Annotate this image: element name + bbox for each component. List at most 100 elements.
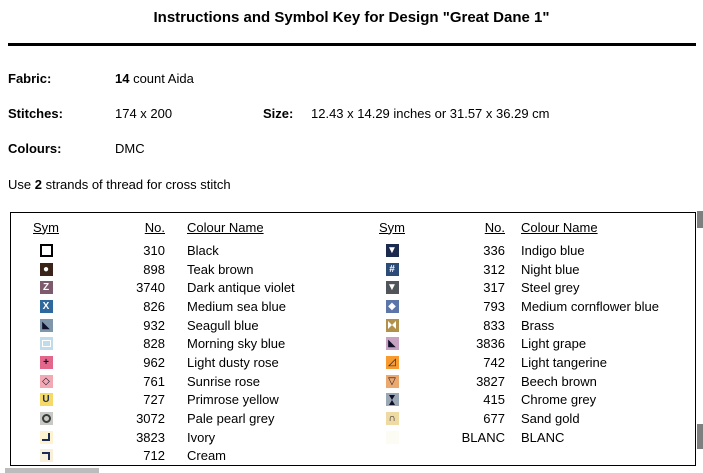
strands-suffix: strands of thread for cross stitch — [41, 177, 231, 192]
floss-number: 336 — [483, 242, 505, 258]
floss-number: 712 — [143, 448, 165, 464]
char-glyph-icon: U — [42, 394, 50, 406]
floss-number: 3836 — [476, 336, 505, 352]
symbol-cell: U — [33, 393, 59, 407]
strands-note: Use 2 strands of thread for cross stitch — [8, 177, 231, 192]
symbol-cell: X — [33, 299, 59, 313]
symbol-cell: ◣ — [379, 337, 405, 351]
key-row-left-727: U 727 Primrose yellow — [33, 391, 363, 410]
floss-number: 317 — [483, 280, 505, 296]
key-row-right-312: #312 Night blue — [379, 260, 689, 279]
symbol-swatch: X — [39, 299, 53, 313]
symbol-swatch: U — [39, 393, 53, 407]
symbol-swatch: ◣ — [39, 318, 53, 332]
symbol-swatch: ▼ — [385, 243, 399, 257]
title-divider — [8, 43, 696, 46]
fabric-label: Fabric: — [8, 71, 52, 86]
symbol-cell: ◣ — [33, 318, 59, 332]
key-row-right-793: ◆ 793 Medium cornflower blue — [379, 297, 689, 316]
symbol-cell: # — [379, 262, 405, 276]
sym-header: Sym — [379, 219, 405, 235]
strands-prefix: Use — [8, 177, 35, 192]
symbol-swatch: ◆ — [385, 299, 399, 313]
key-row-right-336: ▼ 336 Indigo blue — [379, 241, 689, 260]
key-row-right-BLANC: BLANC BLANC — [379, 428, 689, 447]
key-row-left-712: 712 Cream — [33, 447, 363, 466]
char-glyph-icon: ◣ — [42, 319, 50, 331]
symbol-swatch — [385, 430, 399, 444]
key-row-left-3740: Z 3740 Dark antique violet — [33, 278, 363, 297]
fabric-value: 14 count Aida — [115, 71, 194, 86]
key-row-right-317: ▼ 317 Steel grey — [379, 278, 689, 297]
symbol-cell: Z — [33, 281, 59, 295]
symbol-swatch: ● — [39, 262, 53, 276]
colour-name: Ivory — [187, 429, 216, 445]
colour-name: Light tangerine — [521, 354, 608, 370]
symbol-swatch: ◇ — [39, 374, 53, 388]
floss-number: 3827 — [476, 373, 505, 389]
colour-name: Light dusty rose — [187, 354, 279, 370]
key-rows-left: 310 Black ● 898 Teak brown Z 3740 Dark antique … — [33, 241, 363, 465]
char-glyph-icon: ∩ — [388, 413, 396, 425]
key-table-right: Sym No. Colour Name ▼ 336 Indigo blue #312 N… — [379, 213, 689, 447]
floss-number: 3740 — [136, 280, 165, 296]
colour-name: Medium cornflower blue — [521, 298, 660, 314]
symbol-key-box: Sym No. Colour Name 310 Black ● 898 Teak bro… — [10, 212, 696, 466]
symbol-swatch — [39, 430, 53, 444]
colour-name: Primrose yellow — [187, 392, 279, 408]
colour-name: Seagull blue — [187, 317, 259, 333]
symbol-swatch: ∩ — [385, 412, 399, 426]
colour-name: Cream — [187, 448, 227, 464]
symbol-cell — [33, 337, 59, 351]
floss-number: 415 — [483, 392, 505, 408]
symbol-cell: ◆ — [379, 299, 405, 313]
colour-name: Teak brown — [187, 261, 254, 277]
symbol-cell — [33, 412, 59, 426]
char-glyph-icon: # — [389, 263, 395, 275]
key-row-right-677: ∩ 677 Sand gold — [379, 409, 689, 428]
fabric-rest: count Aida — [129, 71, 194, 86]
symbol-swatch — [385, 318, 399, 332]
floss-number: 312 — [483, 261, 505, 277]
key-row-left-932: ◣ 932 Seagull blue — [33, 316, 363, 335]
fabric-count: 14 — [115, 71, 130, 86]
key-row-left-828: 828 Morning sky blue — [33, 334, 363, 353]
char-glyph-icon: + — [43, 356, 49, 368]
colour-name: Brass — [521, 317, 555, 333]
symbol-swatch — [39, 449, 53, 463]
colours-value: DMC — [115, 141, 145, 156]
stitches-label: Stitches: — [8, 106, 63, 121]
floss-number: 828 — [143, 336, 165, 352]
colour-name: Medium sea blue — [187, 298, 286, 314]
key-table-left: Sym No. Colour Name 310 Black ● 898 Teak bro… — [33, 213, 363, 465]
colours-label: Colours: — [8, 141, 62, 156]
key-row-right-3836: ◣ 3836 Light grape — [379, 334, 689, 353]
colour-name-header: Colour Name — [187, 219, 264, 235]
shadow-fragment-right-bottom — [697, 424, 703, 449]
hourglass-glyph-icon — [389, 394, 395, 405]
symbol-cell — [33, 243, 59, 257]
symbol-swatch — [385, 393, 399, 407]
key-rows-right: ▼ 336 Indigo blue #312 Night blue ▼ 317 Steel g… — [379, 241, 689, 447]
key-row-right-415: 415 Chrome grey — [379, 391, 689, 410]
floss-number: 727 — [143, 392, 165, 408]
colour-name: Sand gold — [521, 411, 580, 427]
colour-name: Sunrise rose — [187, 373, 260, 389]
key-row-right-3827: ▽ 3827 Beech brown — [379, 372, 689, 391]
key-row-left-898: ● 898 Teak brown — [33, 260, 363, 279]
symbol-swatch: ◿ — [385, 355, 399, 369]
floss-number: 826 — [143, 298, 165, 314]
ring-glyph-icon — [41, 414, 51, 424]
floss-number: 677 — [483, 411, 505, 427]
colour-name: Pale pearl grey — [187, 411, 275, 427]
colour-name: Morning sky blue — [187, 336, 286, 352]
size-value: 12.43 x 14.29 inches or 31.57 x 36.29 cm — [311, 106, 550, 121]
floss-number: 932 — [143, 317, 165, 333]
symbol-swatch: + — [39, 355, 53, 369]
floss-number: 761 — [143, 373, 165, 389]
char-glyph-icon: ◿ — [388, 356, 396, 368]
key-row-left-962: +962 Light dusty rose — [33, 353, 363, 372]
floss-number: 793 — [483, 298, 505, 314]
colours-row: Colours: DMC — [0, 141, 703, 159]
symbol-cell: ▼ — [379, 243, 405, 257]
